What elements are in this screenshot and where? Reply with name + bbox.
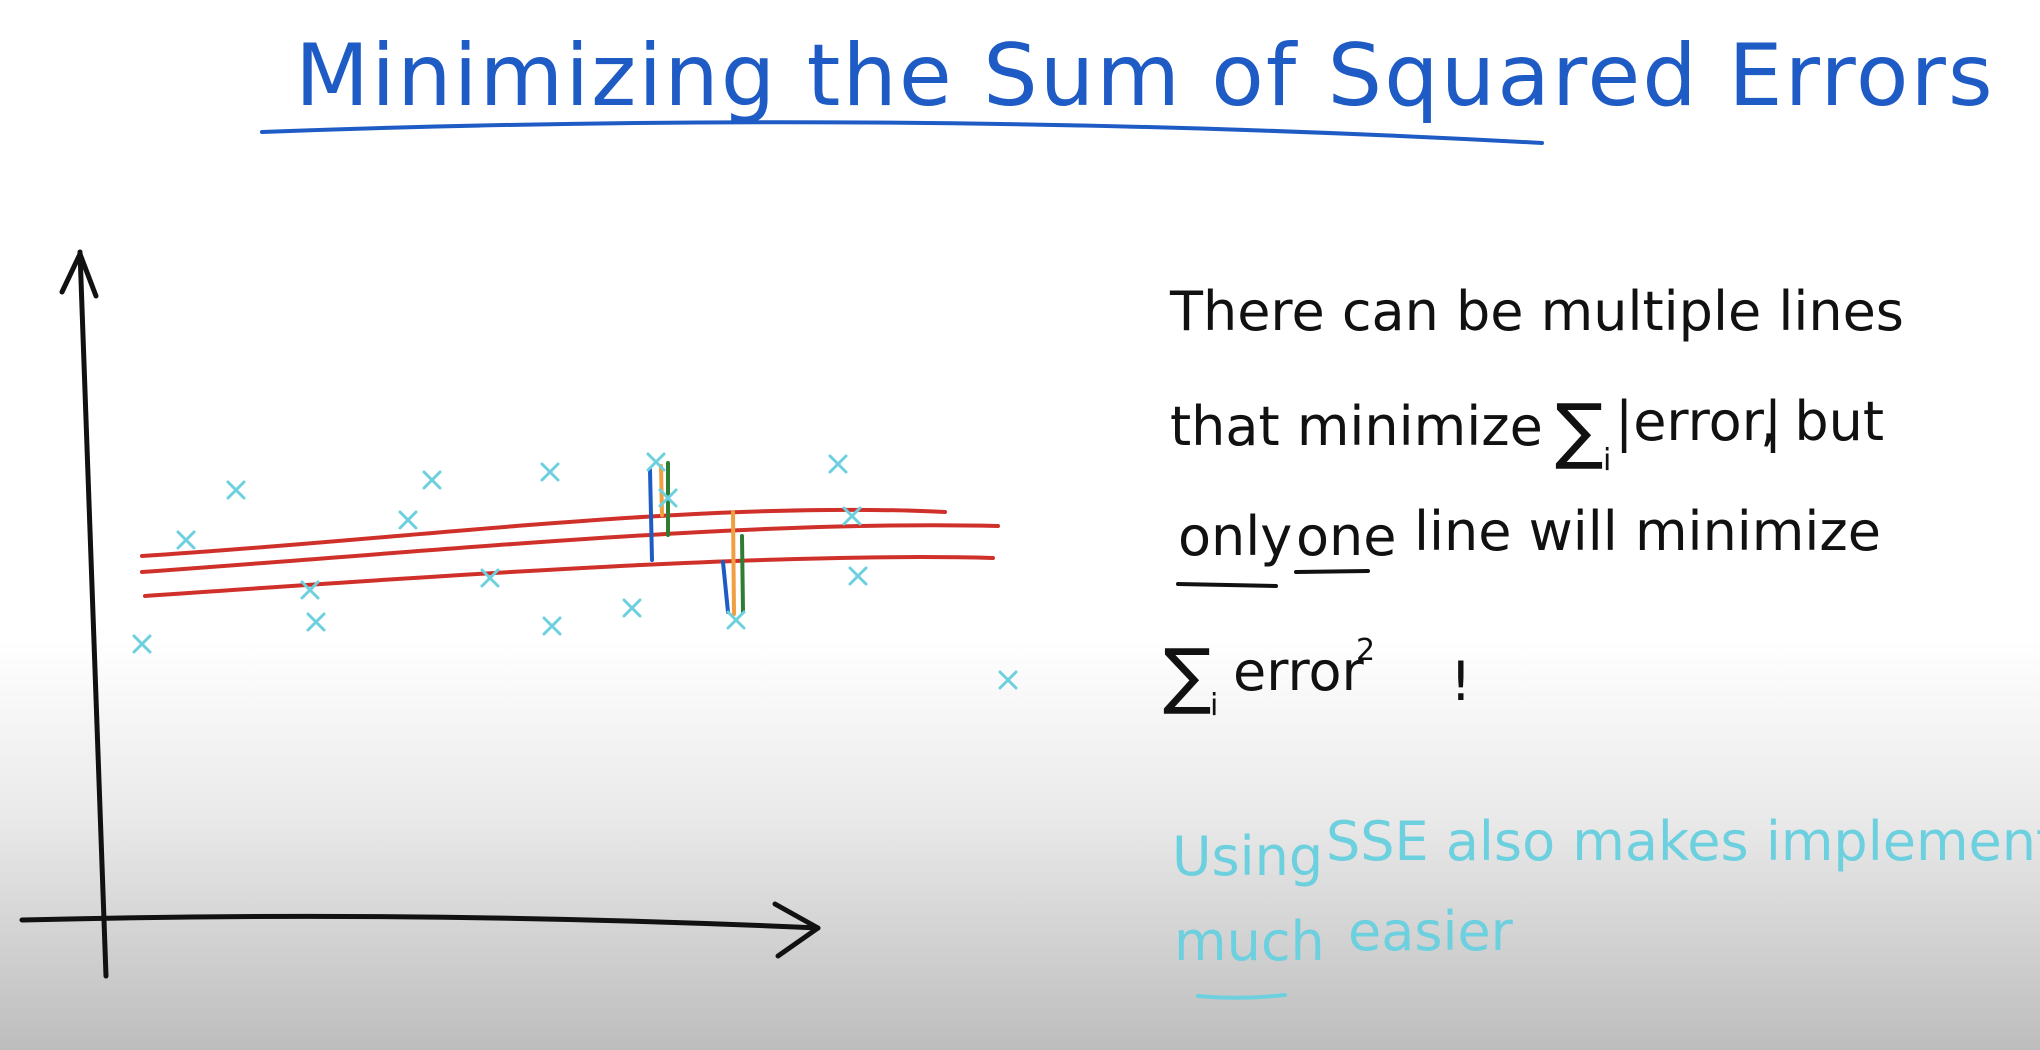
data-point xyxy=(300,580,320,600)
fit-line-1 xyxy=(140,507,947,558)
error-bar-green-2 xyxy=(740,534,745,614)
fit-lines xyxy=(140,507,1000,598)
data-point xyxy=(226,480,246,500)
error-bars xyxy=(648,461,745,616)
aside-easier: easier xyxy=(1348,900,1514,963)
aside-much: much xyxy=(1174,910,1325,973)
y-axis xyxy=(77,249,109,979)
aside-using: Using xyxy=(1172,825,1323,888)
data-point xyxy=(658,488,678,508)
error-bar-blue-1 xyxy=(648,468,654,562)
fit-line-2 xyxy=(140,523,1000,574)
squared-error-term: error xyxy=(1233,640,1365,703)
much-underline xyxy=(1196,993,1287,1000)
data-point xyxy=(646,452,666,472)
x-axis xyxy=(19,913,821,931)
data-point xyxy=(848,566,868,586)
exclamation-mark: ! xyxy=(1450,650,1472,713)
error-bar-orange-2 xyxy=(731,510,736,616)
note-only: only xyxy=(1178,505,1292,568)
squared-exponent: 2 xyxy=(1356,633,1375,668)
data-point xyxy=(176,530,196,550)
y-axis-arrowhead xyxy=(59,251,99,299)
page-title: Minimizing the Sum of Squared Errors xyxy=(295,26,1995,126)
note-line-2-suffix: , but xyxy=(1760,390,1884,453)
data-point xyxy=(998,670,1018,690)
fit-line-3 xyxy=(143,555,995,598)
note-line-2-prefix: that minimize xyxy=(1170,395,1543,458)
data-point xyxy=(828,454,848,474)
sum-subscript-2: i xyxy=(1210,688,1218,723)
data-point xyxy=(422,470,442,490)
data-points xyxy=(132,452,1018,690)
sum-subscript-1: i xyxy=(1603,443,1611,478)
error-bar-blue-2 xyxy=(721,560,730,614)
data-point xyxy=(542,616,562,636)
abs-error-term: |error| xyxy=(1615,390,1782,453)
sum-symbol-1: ∑ xyxy=(1555,388,1604,472)
data-point xyxy=(398,510,418,530)
only-underline xyxy=(1176,582,1278,588)
title-underline xyxy=(260,120,1544,145)
note-line-3-rest: line will minimize xyxy=(1414,500,1881,563)
data-point xyxy=(540,462,560,482)
notes: There can be multiple lines that minimiz… xyxy=(1163,280,1904,723)
x-axis-arrowhead xyxy=(772,901,821,959)
aside-note: Using SSE also makes implementation much… xyxy=(1172,810,2040,1000)
data-point xyxy=(726,610,746,630)
data-point xyxy=(480,568,500,588)
note-line-1: There can be multiple lines xyxy=(1169,280,1904,343)
data-point xyxy=(842,506,862,526)
aside-line-1-rest: SSE also makes implementation xyxy=(1326,810,2040,873)
data-point xyxy=(622,598,642,618)
sum-symbol-2: ∑ xyxy=(1163,633,1212,717)
axes xyxy=(19,249,821,979)
note-one: one xyxy=(1296,505,1397,568)
data-point xyxy=(132,634,152,654)
data-point xyxy=(306,612,326,632)
one-underline xyxy=(1294,569,1370,574)
